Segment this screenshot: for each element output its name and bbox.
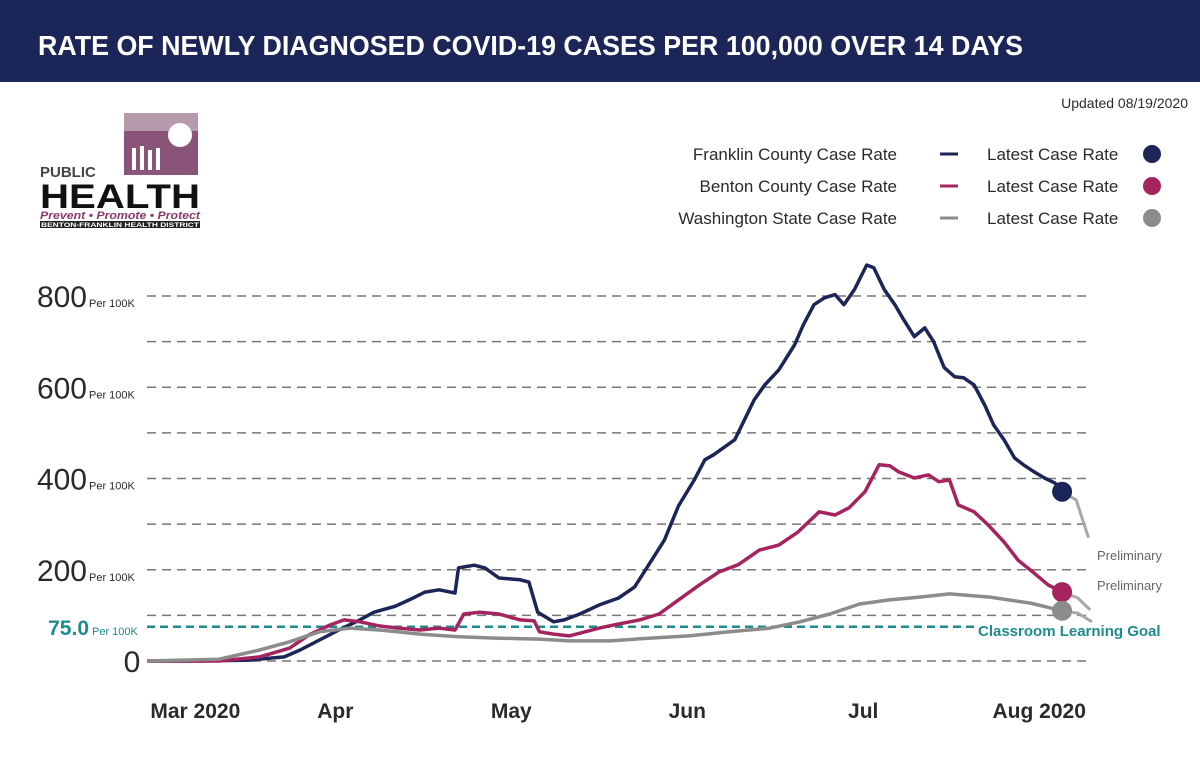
legend-dot: [1143, 209, 1161, 227]
series-line: [147, 463, 1063, 663]
legend-label: Washington State Case Rate: [678, 209, 897, 228]
series-line: [147, 263, 1064, 663]
y-tick-unit: Per 100K: [89, 481, 136, 493]
y-tick-label: 0: [124, 646, 141, 679]
y-tick-unit: Per 100K: [89, 298, 136, 310]
legend-label: Franklin County Case Rate: [693, 145, 897, 164]
x-tick-label: Apr: [317, 700, 353, 723]
header-bar: [0, 0, 1200, 82]
preliminary-label: Preliminary: [1097, 548, 1163, 563]
legend-label: Latest Case Rate: [987, 177, 1118, 196]
x-tick-label: May: [491, 700, 532, 723]
y-tick-unit: Per 100K: [89, 572, 136, 584]
preliminary-label: Preliminary: [1097, 578, 1163, 593]
logo-band: [40, 221, 200, 228]
goal-unit: Per 100K: [92, 626, 139, 638]
legend-label: Latest Case Rate: [987, 209, 1118, 228]
goal-label: Classroom Learning Goal: [978, 623, 1161, 640]
y-tick-unit: Per 100K: [89, 389, 136, 401]
latest-dot: [1052, 481, 1073, 502]
updated-date: Updated 08/19/2020: [1061, 95, 1188, 111]
logo-figure: [140, 146, 144, 170]
logo-text: HEALTH: [40, 178, 200, 216]
x-tick-label: Jul: [848, 700, 878, 723]
y-tick-label: 200: [37, 555, 87, 588]
latest-dot: [1052, 582, 1073, 603]
x-tick-label: Mar 2020: [150, 700, 240, 723]
legend-label: Latest Case Rate: [987, 145, 1118, 164]
logo-figure: [148, 150, 152, 170]
x-tick-label: Jun: [669, 700, 706, 723]
y-tick-label: 400: [37, 464, 87, 497]
logo-text: PUBLIC: [40, 164, 96, 181]
goal-value-label: 75.0: [48, 617, 89, 640]
logo-district: BENTON-FRANKLIN HEALTH DISTRICT: [41, 223, 199, 229]
logo: PUBLIC HEALTH Prevent • Promote • Protec…: [40, 113, 201, 229]
series-line: [146, 592, 1063, 663]
y-tick-label: 600: [37, 372, 87, 405]
logo-figure: [132, 148, 136, 170]
x-tick-label: Aug 2020: [993, 700, 1086, 723]
latest-dot: [1052, 600, 1073, 621]
logo-figure: [156, 148, 160, 170]
chart-title: RATE OF NEWLY DIAGNOSED COVID-19 CASES P…: [38, 30, 1023, 61]
logo-tagline: Prevent • Promote • Protect: [40, 210, 201, 222]
legend-label: Benton County Case Rate: [699, 177, 897, 196]
y-tick-label: 800: [37, 281, 87, 314]
legend-dot: [1143, 177, 1161, 195]
logo-tree: [168, 123, 192, 147]
legend-dot: [1143, 145, 1161, 163]
